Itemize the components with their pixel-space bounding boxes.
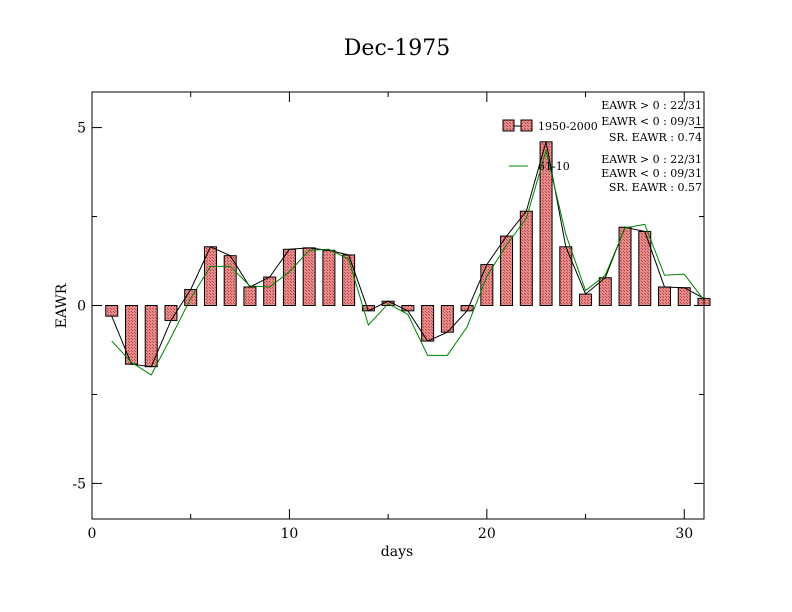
x-tick-label-30: 30 xyxy=(675,526,693,542)
legend-label-1950-2000: 1950-2000 xyxy=(538,120,598,133)
bar-day-22 xyxy=(519,210,533,306)
bar-day-29 xyxy=(658,286,672,307)
y-tick-label--5: -5 xyxy=(72,476,86,492)
stat-sr-1950-2000: SR. EAWR : 0.74 xyxy=(609,131,702,144)
stats-block-61-10: EAWR > 0 : 22/31 EAWR < 0 : 09/31 SR. EA… xyxy=(601,153,702,194)
bar-series-1950-2000 xyxy=(105,141,711,368)
stats-block-1950-2000: EAWR > 0 : 22/31 EAWR < 0 : 09/31 SR. EA… xyxy=(601,99,702,144)
x-tick-label-20: 20 xyxy=(478,526,496,542)
bar-day-16 xyxy=(401,305,415,312)
line-series xyxy=(111,141,705,376)
stat-negative-1950-2000: EAWR < 0 : 09/31 xyxy=(601,115,702,128)
bar-day-13 xyxy=(342,254,356,306)
x-tick-label-0: 0 xyxy=(88,526,97,542)
bar-day-9 xyxy=(263,276,277,306)
legend-label-61-10: 61-10 xyxy=(538,160,570,173)
x-tick-label-10: 10 xyxy=(281,526,299,542)
bar-day-2 xyxy=(124,305,138,365)
bar-day-25 xyxy=(579,293,593,307)
line-1950-2000 xyxy=(111,141,705,368)
legend: 1950-2000 61-10 xyxy=(502,119,598,173)
chart-title: Dec-1975 xyxy=(344,36,450,61)
legend-bar-swatch-left xyxy=(502,119,515,132)
y-axis-label: EAWR xyxy=(54,283,70,328)
bar-day-10 xyxy=(282,248,296,307)
bar-day-1 xyxy=(105,305,119,317)
x-axis-label: days xyxy=(381,544,413,560)
bar-day-17 xyxy=(421,305,435,342)
bar-day-26 xyxy=(598,277,612,306)
line-61-10 xyxy=(111,148,705,376)
stat-sr-61-10: SR. EAWR : 0.57 xyxy=(609,181,702,194)
legend-bar-swatch-right xyxy=(520,119,533,132)
stat-positive-1950-2000: EAWR > 0 : 22/31 xyxy=(601,99,702,112)
y-tick-label-0: 0 xyxy=(77,299,86,315)
bar-day-21 xyxy=(500,235,514,306)
y-tick-label-5: 5 xyxy=(77,121,86,137)
axis-ticks: 0 10 20 30 -5 0 5 xyxy=(72,92,704,542)
bar-day-12 xyxy=(322,249,336,307)
bar-day-8 xyxy=(243,286,257,307)
stat-negative-61-10: EAWR < 0 : 09/31 xyxy=(601,167,702,180)
stat-positive-61-10: EAWR > 0 : 22/31 xyxy=(601,153,702,166)
bar-day-11 xyxy=(302,247,316,306)
bar-day-20 xyxy=(480,264,494,306)
